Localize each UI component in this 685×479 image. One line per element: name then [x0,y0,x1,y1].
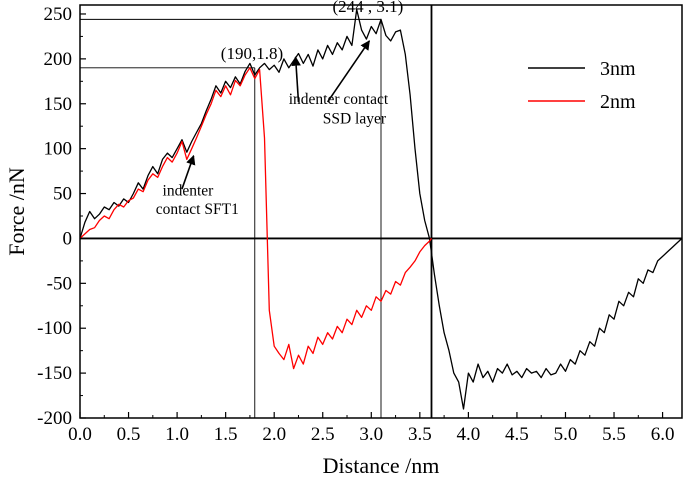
y-tick-label: 0 [63,228,73,249]
y-tick-label: -50 [47,273,72,294]
annotation-note1a: indenter contact [289,91,389,108]
x-tick-label: 3.0 [359,424,383,445]
x-tick-label: 5.0 [554,424,578,445]
y-tick-label: 150 [44,94,73,115]
annotation-coord2: (244 , 3.1) [332,0,403,16]
x-tick-label: 0.0 [68,424,92,445]
series-line-2nm [79,67,433,370]
x-tick-label: 4.5 [505,424,529,445]
annotation-arrow [181,154,196,190]
x-tick-label: 2.5 [311,424,335,445]
annotation-arrow [291,56,301,103]
annotation-note1b: SSD layer [323,111,387,128]
x-tick-label: 1.5 [214,424,238,445]
legend-label: 2nm [600,91,636,113]
annotations: (190,1.8) (244 , 3.1) indenter contact SSD … [156,0,404,218]
x-tick-label: 5.5 [602,424,626,445]
x-tick-label: 6.0 [651,424,675,445]
x-ticks: 0.0 0.5 1.0 1.5 2.0 2.5 3.0 3.5 4.0 4.5 5.0 5.5 6.0 [68,412,674,445]
x-tick-label: 0.5 [117,424,141,445]
y-axis-label: Force /nN [4,167,29,256]
series-lines [79,8,683,410]
y-ticks: -200 -150 -100 -50 0 50 100 150 200 250 [37,4,86,429]
y-tick-label: 50 [53,184,72,205]
annotation-note2a: indenter [163,182,215,199]
series-line-3nm [79,8,683,410]
y-tick-label: -150 [37,363,72,384]
annotation-arrow [326,40,371,103]
y-tick-label: -100 [37,318,72,339]
legend-label: 3nm [600,58,636,80]
x-tick-label: 1.0 [165,424,189,445]
x-tick-label: 3.5 [408,424,432,445]
y-tick-label: -200 [37,408,72,429]
plot-frame [79,4,683,419]
y-tick-label: 250 [44,4,73,25]
x-axis-label: Distance /nm [323,453,440,478]
x-tick-label: 2.0 [262,424,286,445]
y-tick-label: 200 [44,49,73,70]
axes [79,4,683,419]
y-tick-label: 100 [44,139,73,160]
legend: 3nm 2nm [528,58,636,113]
x-tick-label: 4.0 [457,424,481,445]
reference-lines [80,5,682,418]
annotation-coord1: (190,1.8) [221,44,283,63]
annotation-note2b: contact SFT1 [156,201,239,218]
